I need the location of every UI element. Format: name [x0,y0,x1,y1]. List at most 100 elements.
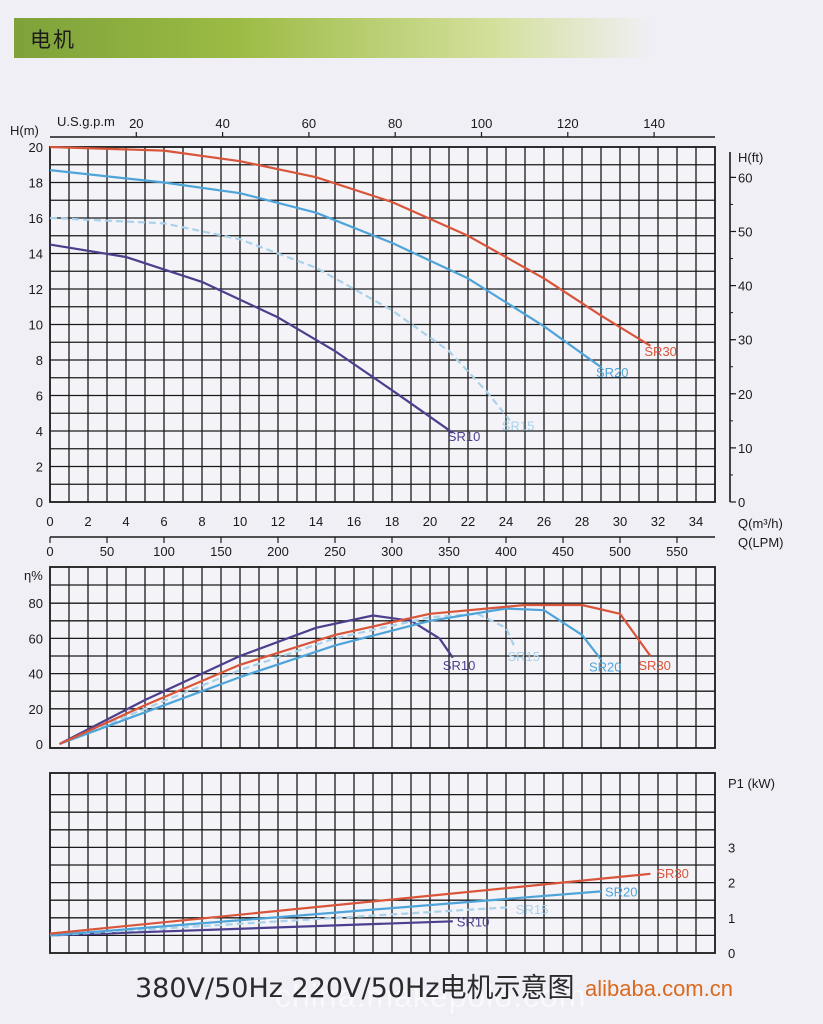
power-tick-label: 0 [728,946,735,961]
lpm-tick-label: 400 [495,544,517,559]
y-tick-label: 6 [36,389,43,404]
ft-axis-label: H(ft) [738,150,763,165]
lpm-tick-label: 200 [267,544,289,559]
gpm-tick-label: 80 [388,116,402,131]
x-tick-label: 30 [613,514,627,529]
series-label-sr15: SR15 [508,649,541,664]
ft-tick-label: 0 [738,495,745,510]
series-label-sr20: SR20 [596,365,629,380]
lpm-tick-label: 500 [609,544,631,559]
lpm-tick-label: 550 [666,544,688,559]
power-tick-label: 2 [728,876,735,891]
x-tick-label: 10 [233,514,247,529]
eff-tick-label: 20 [29,702,43,717]
x-tick-label: 14 [309,514,323,529]
y-tick-label: 16 [29,211,43,226]
x-tick-label: 28 [575,514,589,529]
gpm-tick-label: 140 [643,116,665,131]
y-tick-label: 12 [29,282,43,297]
series-line-sr20 [49,169,602,368]
watermark-site: china.makepolo.com [275,978,587,1014]
gpm-tick-label: 100 [471,116,493,131]
page-title: 电机 [30,28,76,52]
ft-tick-label: 40 [738,279,752,294]
gpm-tick-label: 40 [215,116,229,131]
gpm-tick-label: 120 [557,116,579,131]
series-label-sr10: SR10 [448,429,481,444]
efficiency-chart: η% 0 20 40 60 80 SR10 SR15 SR20 SR30 [24,566,716,752]
series-label-sr20: SR20 [605,884,638,899]
x-axis-label: Q(m³/h) [738,516,783,531]
x-tick-label: 2 [84,514,91,529]
y-tick-label: 0 [36,495,43,510]
x-tick-label: 0 [46,514,53,529]
gpm-axis-label: U.S.g.p.m [57,114,115,129]
eff-tick-label: 60 [29,631,43,646]
x-tick-label: 20 [423,514,437,529]
x-tick-label: 24 [499,514,513,529]
lpm-tick-label: 0 [46,544,53,559]
series-label-sr30: SR30 [638,658,671,673]
series-line-sr30 [59,603,652,746]
series-label-sr30: SR30 [656,866,689,881]
x-tick-label: 8 [198,514,205,529]
power-tick-label: 3 [728,840,735,855]
power-axis-label: P1 (kW) [728,776,775,791]
series-line-sr10 [49,243,454,434]
eff-tick-label: 40 [29,667,43,682]
ft-tick-label: 20 [738,387,752,402]
y-tick-label: 8 [36,353,43,368]
eff-tick-label: 0 [36,737,43,752]
power-tick-label: 1 [728,911,735,926]
plot-area [49,566,716,749]
series-label-sr15: SR15 [516,902,549,917]
series-line-sr30 [49,145,651,347]
y-tick-label: 10 [29,318,43,333]
lpm-tick-label: 100 [153,544,175,559]
watermark-domain: alibaba.com.cn [585,976,733,1001]
y-axis-label: H(m) [10,123,39,138]
lpm-tick-label: 350 [438,544,460,559]
head-chart: U.S.g.p.m 20 40 60 80 100 120 140H(m)0246810121… [10,114,784,559]
series-line-sr20 [49,890,602,937]
ft-tick-label: 30 [738,333,752,348]
x-tick-label: 12 [271,514,285,529]
ft-tick-label: 50 [738,224,752,239]
series-line-sr20 [59,607,602,746]
ft-tick-label: 10 [738,441,752,456]
eff-axis-label: η% [24,568,43,583]
lpm-axis-label: Q(LPM) [738,535,784,550]
gpm-tick-label: 20 [129,116,143,131]
x-tick-label: 18 [385,514,399,529]
plot-area [49,772,716,954]
chart-caption: 380V/50Hz 220V/50Hz电机示意图 [135,973,575,1004]
series-label-sr15: SR15 [502,418,535,433]
series-line-sr10 [49,920,453,937]
power-chart: P1 (kW) 0 1 2 3 SR10 SR15 SR20 SR30 [49,772,775,961]
series-line-sr15 [59,612,517,746]
y-tick-label: 18 [29,176,43,191]
lpm-tick-label: 450 [552,544,574,559]
x-tick-label: 34 [689,514,703,529]
x-tick-label: 26 [537,514,551,529]
lpm-tick-label: 50 [100,544,114,559]
eff-tick-label: 80 [29,596,43,611]
lpm-tick-label: 250 [324,544,346,559]
lpm-tick-label: 300 [381,544,403,559]
x-tick-label: 16 [347,514,361,529]
header-banner [14,18,654,58]
series-line-sr30 [49,872,651,935]
x-tick-label: 4 [122,514,129,529]
y-tick-label: 2 [36,460,43,475]
y-tick-label: 4 [36,424,43,439]
series-line-sr15 [49,216,511,422]
x-tick-label: 22 [461,514,475,529]
series-label-sr10: SR10 [457,914,490,929]
series-label-sr10: SR10 [443,658,476,673]
series-label-sr30: SR30 [644,344,677,359]
lpm-tick-label: 150 [210,544,232,559]
series-label-sr20: SR20 [589,660,622,675]
x-tick-label: 32 [651,514,665,529]
gpm-tick-label: 60 [302,116,316,131]
